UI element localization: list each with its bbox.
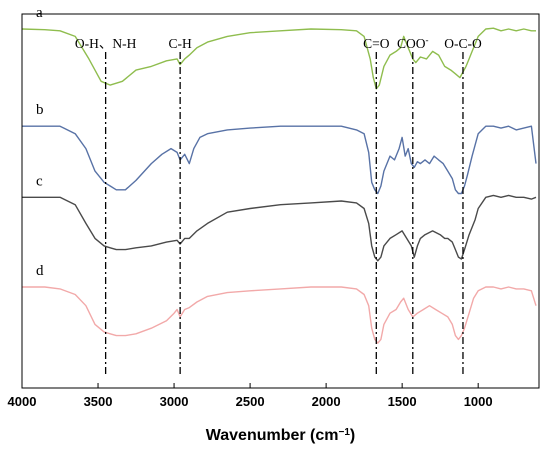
- x-tick-label-1000: 1000: [464, 394, 493, 409]
- curve-label-d: d: [36, 263, 44, 279]
- spectrum-line-d: [22, 286, 537, 344]
- x-tick-label-2000: 2000: [312, 394, 341, 409]
- plot-frame: [21, 13, 540, 389]
- x-tick-label-1500: 1500: [388, 394, 417, 409]
- series-layer: a b c d: [21, 5, 537, 344]
- x-tick-label-2500: 2500: [236, 394, 265, 409]
- x-tick-label-4000: 4000: [8, 394, 37, 409]
- curve-label-c: c: [36, 173, 43, 189]
- annotation-label-1: C-H: [169, 36, 193, 51]
- annotation-label-3: COO-: [397, 35, 429, 51]
- annotation-layer: O-H、N-H C-H C=O COO- O-C-O: [75, 35, 482, 374]
- annotation-label-4: O-C-O: [444, 36, 482, 51]
- spectrum-line-c: [22, 194, 537, 262]
- spectrum-line-a: [21, 27, 536, 90]
- annotation-label-2: C=O: [363, 36, 390, 51]
- curve-label-a: a: [36, 5, 43, 21]
- x-axis-title: Wavenumber (cm−1): [206, 427, 356, 445]
- x-axis-ticks: 4000 3500 3000 2500 2000 1500 1000: [8, 383, 493, 409]
- curve-label-b: b: [36, 102, 44, 118]
- x-tick-label-3000: 3000: [160, 394, 189, 409]
- x-tick-label-3500: 3500: [84, 394, 113, 409]
- annotation-label-0: O-H、N-H: [75, 36, 137, 51]
- spectrum-line-b: [22, 125, 537, 195]
